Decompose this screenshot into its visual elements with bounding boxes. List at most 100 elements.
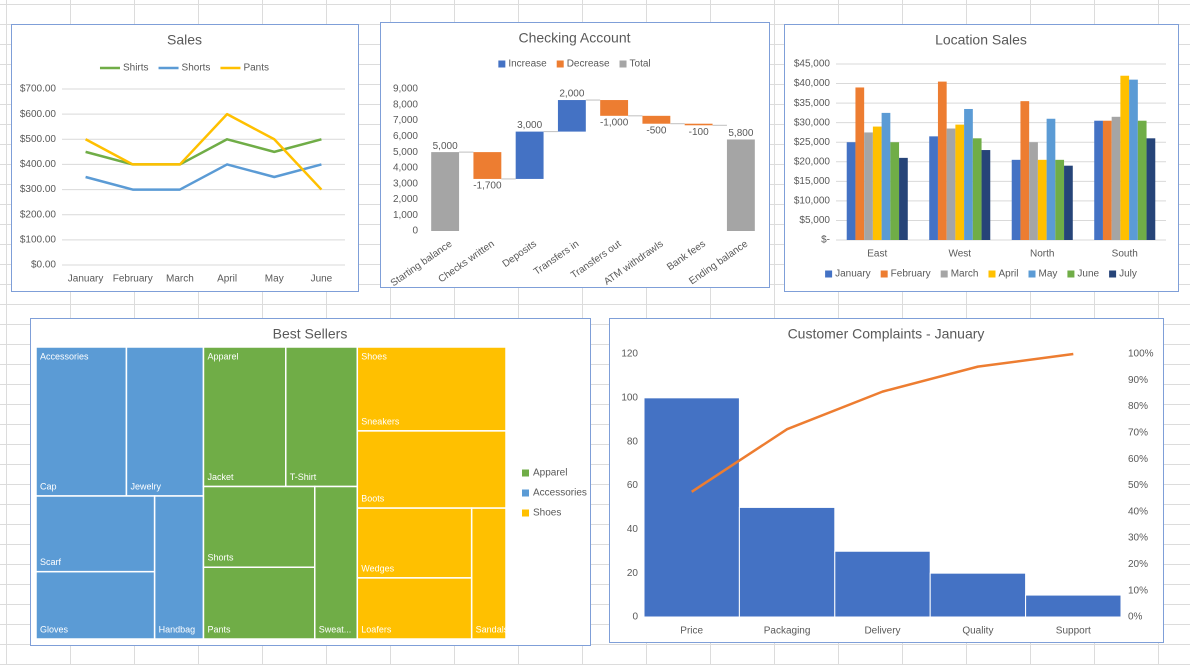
line-series bbox=[84, 112, 323, 191]
treemap-tile bbox=[35, 570, 156, 640]
y-tick-label: 5,000 bbox=[393, 147, 418, 158]
x-tick-label: Quality bbox=[962, 626, 993, 637]
data-label: 5,000 bbox=[433, 141, 458, 152]
treemap-tile bbox=[285, 346, 359, 488]
legend-label: April bbox=[998, 269, 1018, 280]
bar bbox=[431, 152, 460, 231]
x-tick-label: Support bbox=[1056, 626, 1091, 637]
legend-label: February bbox=[891, 269, 931, 280]
treemap-tile bbox=[356, 430, 507, 509]
y-tick-label: 20% bbox=[1128, 559, 1148, 570]
y-tick-label: $5,000 bbox=[799, 215, 830, 226]
line-series bbox=[85, 163, 322, 191]
legend-label: Apparel bbox=[533, 468, 567, 479]
x-tick-label: Price bbox=[680, 626, 703, 637]
tile-label: Sweat... bbox=[319, 624, 352, 634]
data-label: -500 bbox=[646, 125, 666, 136]
bar bbox=[1029, 142, 1038, 240]
tile-label: Cap bbox=[40, 481, 57, 491]
y-tick-label: 9,000 bbox=[393, 84, 418, 95]
y-tick-label: 0 bbox=[632, 612, 638, 623]
tile-label: Sandals bbox=[476, 624, 509, 634]
legend-label: January bbox=[835, 269, 871, 280]
chart-title: Customer Complaints - January bbox=[788, 326, 985, 342]
tile-label: Shorts bbox=[207, 553, 234, 563]
bar bbox=[473, 152, 502, 179]
y-tick-label: $100.00 bbox=[20, 234, 57, 245]
y-tick-label: 4,000 bbox=[393, 163, 418, 174]
bar bbox=[1046, 118, 1056, 240]
y-tick-label: 2,000 bbox=[393, 194, 418, 205]
y-tick-label: $0.00 bbox=[31, 260, 56, 271]
treemap-tile bbox=[35, 346, 128, 497]
treemap-tile bbox=[153, 495, 205, 640]
bar bbox=[1025, 594, 1122, 618]
y-tick-label: $700.00 bbox=[20, 84, 57, 95]
bar bbox=[1129, 79, 1138, 241]
legend-label: May bbox=[1039, 269, 1058, 280]
y-tick-label: 60 bbox=[627, 480, 639, 491]
y-tick-label: $400.00 bbox=[20, 159, 57, 170]
legend-label: Shoes bbox=[533, 508, 561, 519]
legend-marker bbox=[988, 270, 996, 278]
legend-marker bbox=[825, 270, 833, 278]
tile-label: T-Shirt bbox=[290, 472, 317, 482]
y-tick-label: $600.00 bbox=[20, 109, 57, 120]
legend-marker bbox=[522, 489, 529, 497]
y-tick-label: $300.00 bbox=[20, 184, 57, 195]
bar bbox=[642, 115, 671, 124]
treemap-tile bbox=[202, 566, 316, 640]
bar bbox=[864, 132, 873, 240]
line-series bbox=[85, 138, 322, 166]
bar bbox=[1020, 101, 1030, 241]
bar bbox=[890, 142, 900, 240]
bar bbox=[1064, 165, 1073, 240]
y-tick-label: 50% bbox=[1128, 480, 1148, 491]
legend-label: Shirts bbox=[123, 63, 149, 74]
y-tick-label: $30,000 bbox=[794, 117, 831, 128]
data-label: -1,000 bbox=[600, 117, 629, 128]
tile-label: Jewelry bbox=[130, 481, 161, 491]
chart-title: Best Sellers bbox=[273, 326, 348, 342]
legend-marker bbox=[1067, 270, 1075, 278]
bar bbox=[600, 100, 629, 116]
y-tick-label: 3,000 bbox=[393, 178, 418, 189]
tile-label: Wedges bbox=[361, 563, 394, 573]
bar bbox=[738, 506, 836, 618]
treemap-tile bbox=[356, 346, 507, 432]
legend-marker bbox=[1028, 270, 1036, 278]
legend-marker bbox=[1109, 270, 1117, 278]
tile-label: Handbag bbox=[159, 624, 196, 634]
legend-marker bbox=[522, 509, 529, 517]
bar bbox=[834, 550, 931, 618]
x-tick-label: January bbox=[68, 274, 104, 285]
legend-marker bbox=[940, 270, 948, 278]
x-tick-label: June bbox=[311, 274, 333, 285]
treemap-tile bbox=[202, 485, 316, 568]
legend-marker bbox=[880, 270, 888, 278]
y-tick-label: 1,000 bbox=[393, 210, 418, 221]
legend-marker bbox=[498, 60, 506, 68]
data-label: 5,800 bbox=[728, 128, 753, 139]
bar bbox=[1146, 138, 1156, 240]
bar bbox=[955, 124, 965, 240]
y-tick-label: 7,000 bbox=[393, 115, 418, 126]
bar bbox=[1111, 116, 1121, 240]
y-tick-label: $20,000 bbox=[794, 156, 831, 167]
legend-label: March bbox=[951, 269, 979, 280]
bar bbox=[643, 397, 740, 618]
bar bbox=[726, 139, 755, 231]
y-tick-label: 8,000 bbox=[393, 99, 418, 110]
bar bbox=[1011, 159, 1021, 240]
bar bbox=[929, 136, 938, 240]
legend-label: Shorts bbox=[182, 63, 211, 74]
y-tick-label: 30% bbox=[1128, 533, 1148, 544]
y-tick-label: 120 bbox=[621, 349, 638, 360]
legend-marker bbox=[522, 469, 529, 477]
bar bbox=[557, 100, 586, 132]
y-tick-label: 40% bbox=[1128, 506, 1148, 517]
x-tick-label: Delivery bbox=[864, 626, 900, 637]
bar bbox=[881, 112, 891, 240]
bar bbox=[684, 123, 713, 126]
